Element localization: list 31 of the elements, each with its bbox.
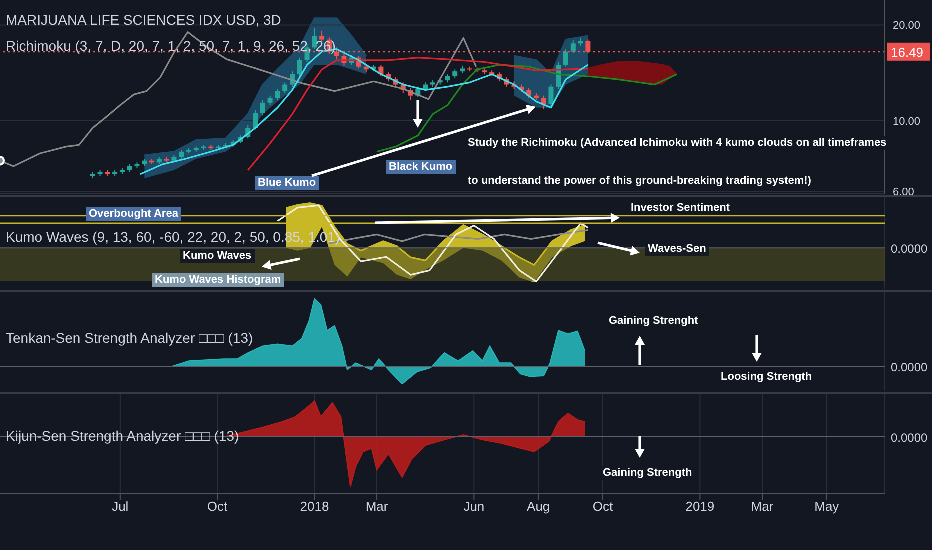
annotation: to understand the power of this ground-breaking trading system!) [465,174,814,188]
y-tick-label: 20.00 [893,20,921,32]
text: Tenkan-Sen Strength Analyzer □□□ (13) [6,330,254,346]
x-tick-label: Mar [366,499,389,514]
annotation: Overbought Area [86,207,182,221]
x-tick-label: Oct [207,499,228,514]
annotation: Study the Richimoku (Advanced Ichimoku with 4 kumo clouds on all timeframes [465,136,890,150]
annotation: Kumo Waves [180,249,255,263]
annotation: Blue Kumo [255,176,320,190]
annotation: Loosing Strength [718,370,816,384]
text: MARIJUANA LIFE SCIENCES IDX USD, 3D [6,12,282,28]
annotation: Gaining Strenght [606,314,702,328]
x-tick-label: Jul [112,499,129,514]
x-tick-label: Jun [464,499,485,514]
x-tick-label: May [814,499,840,514]
ref-line-label: 0.0000 [891,430,928,445]
annotation: Gaining Strength [600,466,696,480]
x-tick-label: Mar [751,499,774,514]
x-tick-label: 2019 [686,499,715,514]
annotation: Kumo Waves Histogram [152,273,284,287]
ref-line-label: 16.49 [891,44,924,60]
y-tick-label: 10.00 [893,116,921,128]
ref-line-label: 0.0000 [891,360,928,375]
annotation: Investor Sentiment [628,201,734,215]
x-tick-label: Oct [592,499,614,514]
annotation: Waves-Sen [645,242,710,256]
x-tick-label: Aug [527,499,550,514]
x-tick-label: 2018 [300,499,330,514]
ref-line-label: 0.0000 [891,242,928,256]
annotation: Black Kumo [386,160,456,174]
text: Kijun-Sen Strength Analyzer □□□ (13) [6,428,240,444]
